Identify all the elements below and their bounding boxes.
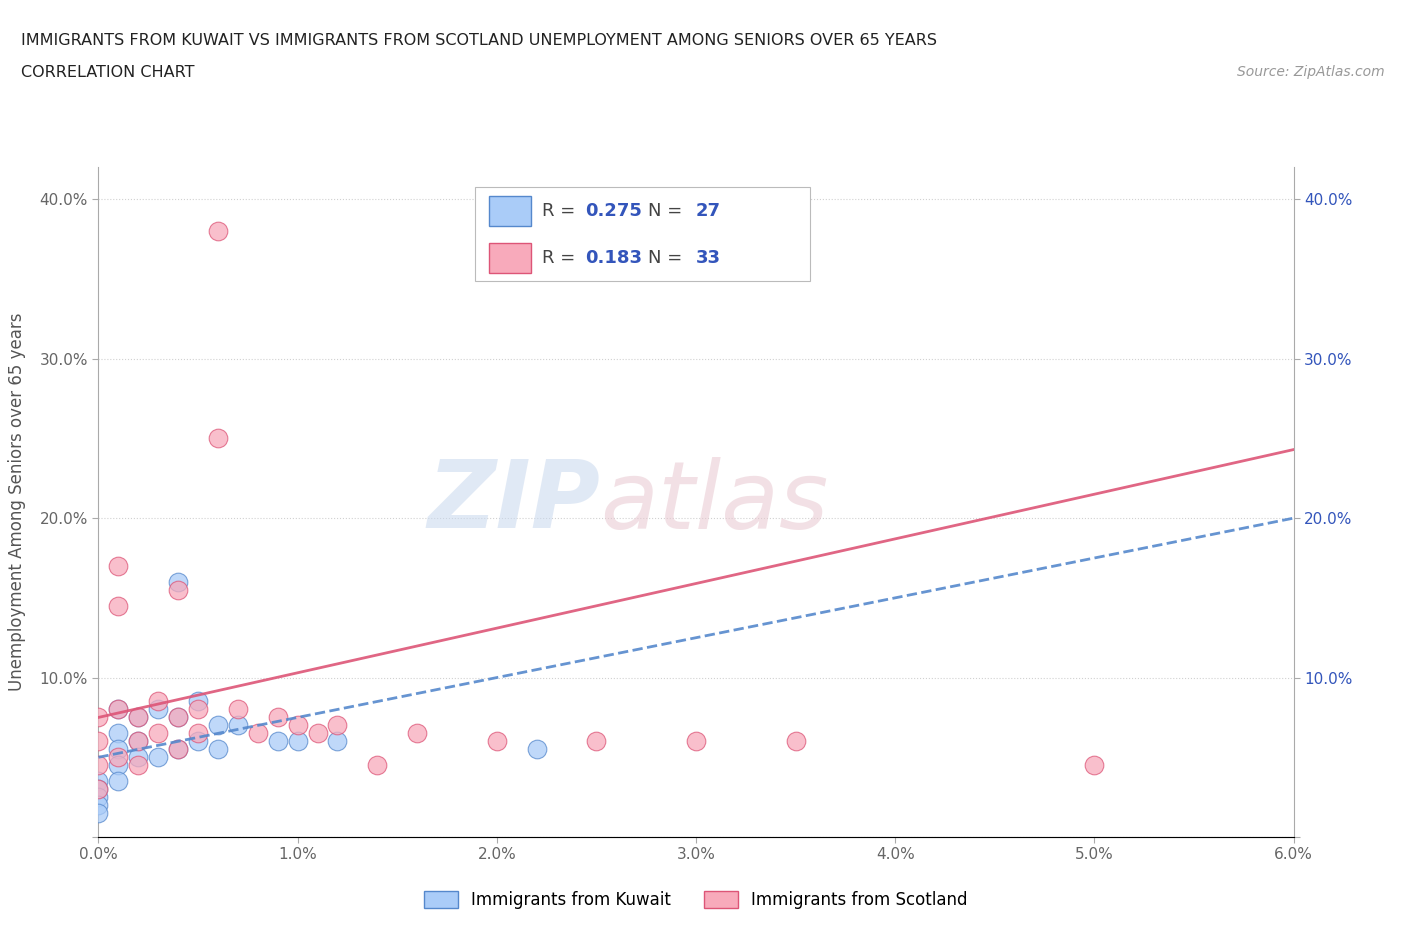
- Point: [207, 718, 229, 733]
- Text: R =: R =: [541, 249, 581, 267]
- Point: [87, 734, 110, 749]
- Bar: [489, 243, 531, 272]
- Point: [148, 726, 170, 741]
- Point: [326, 734, 349, 749]
- Point: [87, 798, 110, 813]
- Point: [107, 750, 129, 764]
- Point: [167, 575, 190, 590]
- Point: [207, 742, 229, 757]
- Point: [287, 718, 309, 733]
- Point: [107, 758, 129, 773]
- Point: [167, 582, 190, 597]
- Point: [485, 734, 508, 749]
- Point: [148, 694, 170, 709]
- Point: [127, 734, 149, 749]
- Point: [187, 734, 209, 749]
- Point: [167, 742, 190, 757]
- Point: [107, 702, 129, 717]
- Text: ZIP: ZIP: [427, 457, 600, 548]
- Point: [226, 718, 249, 733]
- Point: [526, 742, 548, 757]
- Point: [107, 702, 129, 717]
- Point: [187, 726, 209, 741]
- Point: [307, 726, 329, 741]
- Text: CORRELATION CHART: CORRELATION CHART: [21, 65, 194, 80]
- FancyBboxPatch shape: [475, 188, 810, 281]
- Point: [187, 694, 209, 709]
- Text: R =: R =: [541, 202, 581, 219]
- Point: [148, 702, 170, 717]
- Text: N =: N =: [648, 202, 688, 219]
- Text: atlas: atlas: [600, 457, 828, 548]
- Point: [107, 598, 129, 613]
- Point: [167, 710, 190, 724]
- Point: [87, 790, 110, 804]
- Point: [87, 758, 110, 773]
- Text: Source: ZipAtlas.com: Source: ZipAtlas.com: [1237, 65, 1385, 79]
- Point: [246, 726, 269, 741]
- Point: [267, 734, 290, 749]
- Point: [366, 758, 388, 773]
- Point: [87, 710, 110, 724]
- Point: [87, 782, 110, 797]
- Point: [685, 734, 707, 749]
- Point: [87, 782, 110, 797]
- Point: [107, 742, 129, 757]
- Point: [267, 710, 290, 724]
- Text: 0.183: 0.183: [585, 249, 641, 267]
- Point: [326, 718, 349, 733]
- Point: [127, 710, 149, 724]
- Point: [107, 559, 129, 574]
- Legend: Immigrants from Kuwait, Immigrants from Scotland: Immigrants from Kuwait, Immigrants from …: [418, 884, 974, 916]
- Point: [187, 702, 209, 717]
- Point: [585, 734, 607, 749]
- Point: [87, 774, 110, 789]
- Point: [167, 710, 190, 724]
- Point: [226, 702, 249, 717]
- Point: [127, 734, 149, 749]
- Text: N =: N =: [648, 249, 688, 267]
- Point: [287, 734, 309, 749]
- Point: [148, 750, 170, 764]
- Point: [127, 710, 149, 724]
- Text: 0.275: 0.275: [585, 202, 641, 219]
- Point: [406, 726, 429, 741]
- Point: [127, 750, 149, 764]
- Point: [107, 774, 129, 789]
- Bar: [489, 196, 531, 226]
- Text: 33: 33: [696, 249, 721, 267]
- Y-axis label: Unemployment Among Seniors over 65 years: Unemployment Among Seniors over 65 years: [7, 313, 25, 691]
- Point: [167, 742, 190, 757]
- Point: [207, 224, 229, 239]
- Point: [107, 726, 129, 741]
- Text: 27: 27: [696, 202, 721, 219]
- Point: [1083, 758, 1105, 773]
- Text: IMMIGRANTS FROM KUWAIT VS IMMIGRANTS FROM SCOTLAND UNEMPLOYMENT AMONG SENIORS OV: IMMIGRANTS FROM KUWAIT VS IMMIGRANTS FRO…: [21, 33, 936, 47]
- Point: [785, 734, 807, 749]
- Point: [207, 431, 229, 445]
- Point: [87, 805, 110, 820]
- Point: [127, 758, 149, 773]
